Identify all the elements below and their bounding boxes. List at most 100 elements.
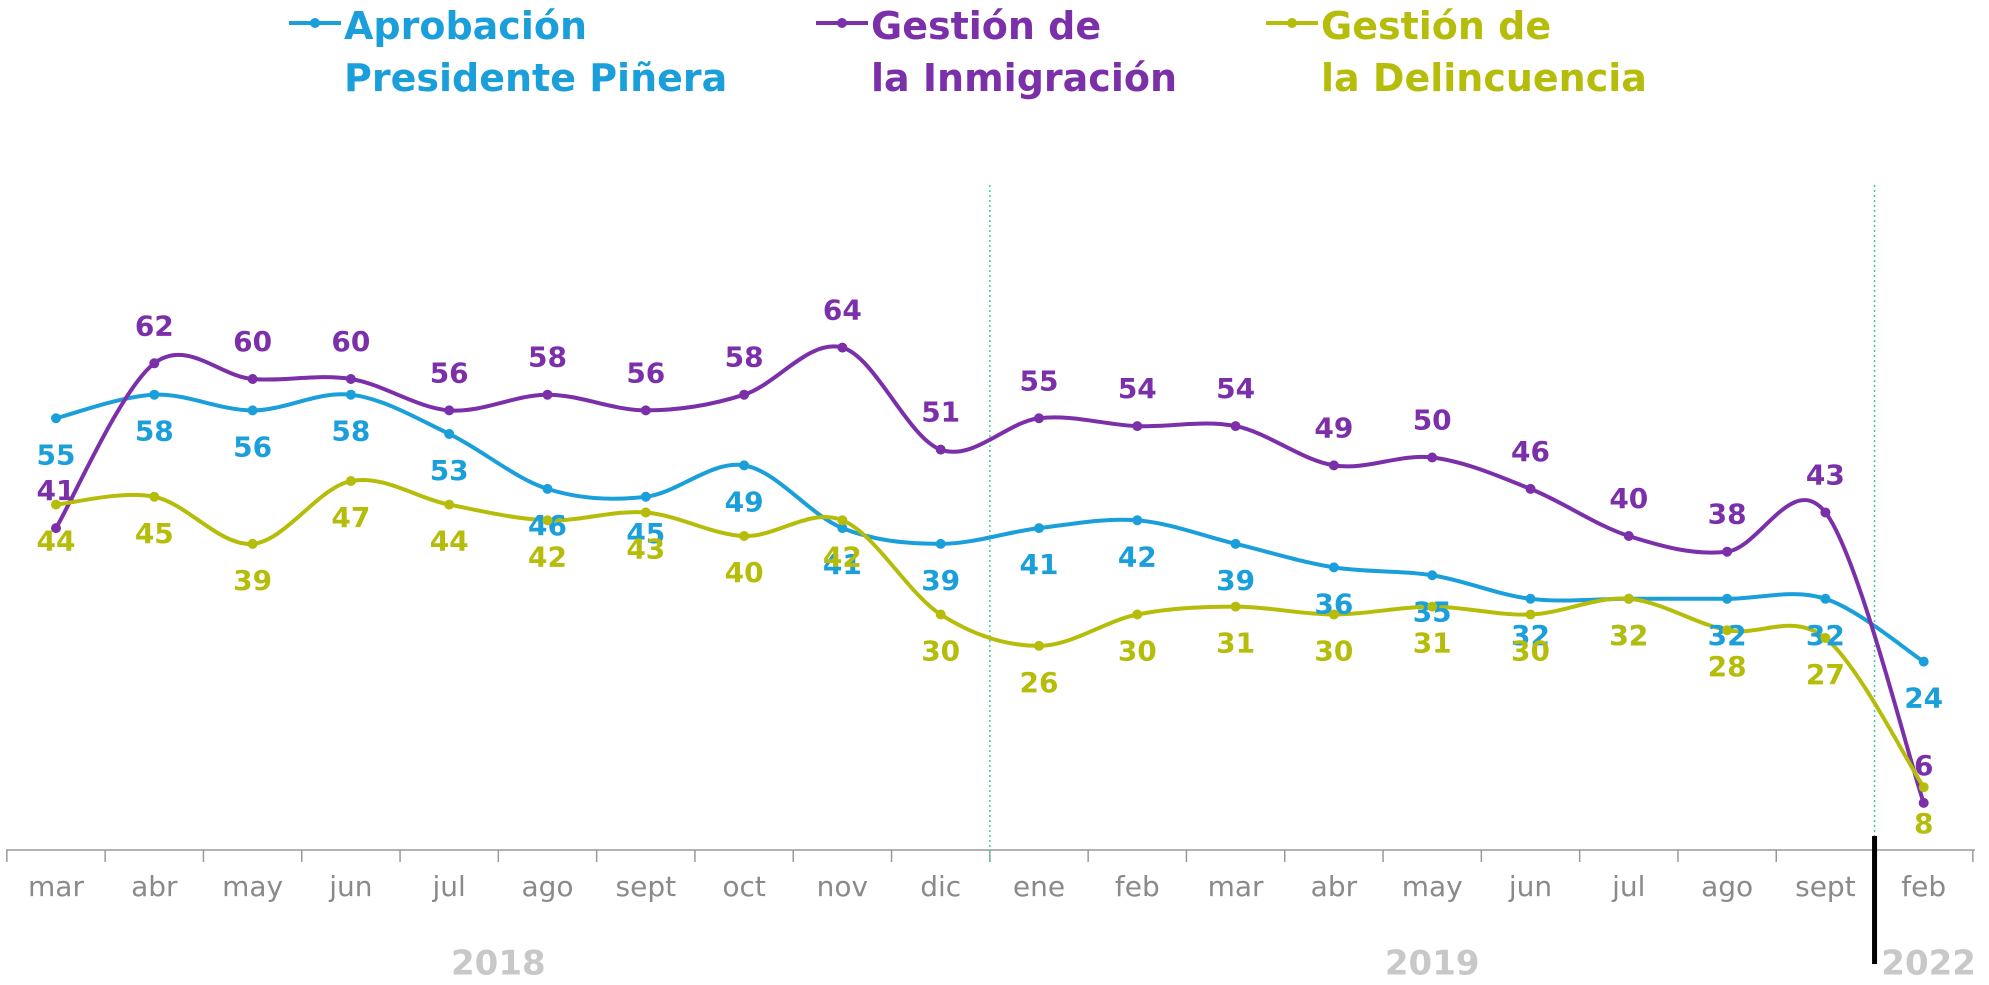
data-label: 39 [233, 564, 272, 597]
data-point [542, 483, 553, 494]
data-point [640, 507, 651, 518]
data-point [1820, 593, 1831, 604]
data-label: 28 [1708, 650, 1747, 683]
x-tick-label: abr [1311, 870, 1358, 903]
legend-label: Gestión de la Delincuencia [1321, 4, 1647, 100]
data-label: 44 [430, 525, 469, 558]
data-label: 60 [331, 325, 370, 358]
data-label: 38 [1708, 498, 1747, 531]
data-point [1623, 531, 1634, 541]
data-point [1230, 421, 1241, 432]
data-point [935, 444, 946, 455]
data-point [1623, 593, 1634, 604]
x-tick-label: jun [328, 870, 372, 903]
x-tick-label: abr [131, 870, 178, 903]
data-label: 40 [725, 556, 764, 589]
data-point [739, 531, 750, 541]
data-label: 42 [528, 540, 567, 573]
data-point [1525, 609, 1536, 620]
data-point [149, 491, 160, 502]
data-label: 49 [1314, 411, 1353, 444]
year-label: 2022 [1881, 944, 1976, 984]
data-label: 60 [233, 325, 272, 358]
data-point [1525, 483, 1536, 494]
year-label: 2018 [451, 944, 546, 984]
data-point [247, 405, 258, 416]
data-point [51, 499, 61, 510]
data-label: 42 [1118, 540, 1157, 573]
data-label: 32 [1609, 619, 1648, 652]
data-label: 8 [1914, 807, 1933, 840]
x-tick-label: feb [1901, 870, 1946, 903]
data-point [444, 405, 455, 416]
data-point [1034, 413, 1044, 424]
data-label: 31 [1413, 627, 1452, 660]
data-label: 30 [921, 635, 960, 668]
x-tick-label: may [1402, 870, 1463, 903]
data-point [345, 374, 356, 384]
x-tick-label: dic [920, 870, 961, 903]
data-point [739, 389, 750, 400]
data-point [1328, 562, 1339, 573]
data-label: 55 [1020, 364, 1059, 397]
data-label: 58 [135, 415, 174, 448]
x-tick-label: ago [521, 870, 573, 903]
data-point [149, 389, 160, 400]
series-line [54, 344, 1926, 804]
data-point [1722, 546, 1733, 557]
data-label: 51 [921, 396, 960, 429]
data-label: 54 [1216, 372, 1255, 405]
data-point [837, 523, 848, 534]
data-point [1328, 460, 1339, 471]
data-label: 32 [1511, 619, 1550, 652]
data-point [1427, 570, 1438, 581]
data-label: 56 [430, 356, 469, 389]
data-point [1034, 640, 1044, 651]
data-point [345, 389, 356, 400]
data-label: 64 [823, 294, 862, 327]
data-label: 6 [1914, 749, 1933, 782]
data-point [1820, 507, 1831, 518]
data-label: 46 [528, 509, 567, 542]
data-point [542, 389, 553, 400]
data-label: 31 [1216, 627, 1255, 660]
data-point [51, 413, 61, 424]
data-label: 56 [626, 356, 665, 389]
data-label: 47 [331, 501, 370, 534]
data-label: 41 [1020, 548, 1059, 581]
data-label: 27 [1806, 658, 1845, 691]
data-point [247, 538, 258, 549]
x-tick-label: feb [1115, 870, 1160, 903]
data-point [1722, 625, 1733, 636]
data-label: 40 [1609, 482, 1648, 515]
data-point [1132, 515, 1143, 526]
data-label: 58 [528, 341, 567, 374]
data-label: 41 [823, 548, 862, 581]
data-point [149, 358, 160, 369]
data-label: 53 [430, 454, 469, 487]
data-label: 45 [135, 517, 174, 550]
x-tick-label: sept [616, 870, 677, 903]
data-label: 43 [1806, 458, 1845, 491]
data-label: 32 [1609, 619, 1648, 652]
data-label: 54 [1118, 372, 1157, 405]
data-label: 56 [233, 430, 272, 463]
data-point [1132, 421, 1143, 432]
data-label: 46 [1511, 435, 1550, 468]
data-label: 50 [1413, 404, 1452, 437]
data-label: 45 [626, 517, 665, 550]
data-label: 55 [37, 438, 76, 471]
data-point [1525, 593, 1536, 604]
data-point [1132, 609, 1143, 620]
x-tick-label: sept [1795, 870, 1856, 903]
x-tick-label: jul [1611, 870, 1645, 903]
x-tick-label: mar [28, 870, 84, 903]
x-tick-label: ago [1701, 870, 1753, 903]
data-point [640, 491, 651, 502]
data-point [1034, 523, 1044, 534]
data-label: 58 [331, 415, 370, 448]
data-label: 44 [37, 525, 76, 558]
data-point [345, 476, 356, 487]
